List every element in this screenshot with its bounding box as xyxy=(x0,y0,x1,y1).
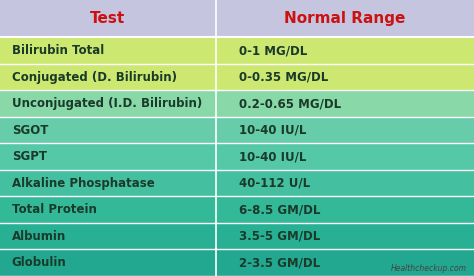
Text: Total Protein: Total Protein xyxy=(12,203,97,216)
Bar xyxy=(0,223,474,250)
Text: 3.5-5 GM/DL: 3.5-5 GM/DL xyxy=(239,230,320,243)
Bar xyxy=(0,117,474,143)
Text: Unconjugated (I.D. Bilirubin): Unconjugated (I.D. Bilirubin) xyxy=(12,97,202,110)
Text: SGPT: SGPT xyxy=(12,150,47,163)
Bar xyxy=(0,197,474,223)
Text: Albumin: Albumin xyxy=(12,230,66,243)
Text: 40-112 U/L: 40-112 U/L xyxy=(239,177,310,190)
Text: Test: Test xyxy=(90,11,126,26)
Text: 10-40 IU/L: 10-40 IU/L xyxy=(239,124,307,137)
Text: 0-0.35 MG/DL: 0-0.35 MG/DL xyxy=(239,71,328,84)
Text: Alkaline Phosphatase: Alkaline Phosphatase xyxy=(12,177,155,190)
Bar xyxy=(0,0,474,37)
Text: Globulin: Globulin xyxy=(12,256,67,269)
Text: SGOT: SGOT xyxy=(12,124,48,137)
Text: Bilirubin Total: Bilirubin Total xyxy=(12,44,104,57)
Text: 6-8.5 GM/DL: 6-8.5 GM/DL xyxy=(239,203,321,216)
Bar xyxy=(0,90,474,117)
Bar xyxy=(0,37,474,64)
Text: Normal Range: Normal Range xyxy=(284,11,406,26)
Text: 0-1 MG/DL: 0-1 MG/DL xyxy=(239,44,308,57)
Text: Conjugated (D. Bilirubin): Conjugated (D. Bilirubin) xyxy=(12,71,177,84)
Text: 10-40 IU/L: 10-40 IU/L xyxy=(239,150,307,163)
Bar xyxy=(0,170,474,197)
Text: Healthcheckup.com: Healthcheckup.com xyxy=(391,264,467,273)
Text: 2-3.5 GM/DL: 2-3.5 GM/DL xyxy=(239,256,320,269)
Bar xyxy=(0,250,474,276)
Bar xyxy=(0,64,474,90)
Text: 0.2-0.65 MG/DL: 0.2-0.65 MG/DL xyxy=(239,97,341,110)
Bar xyxy=(0,143,474,170)
